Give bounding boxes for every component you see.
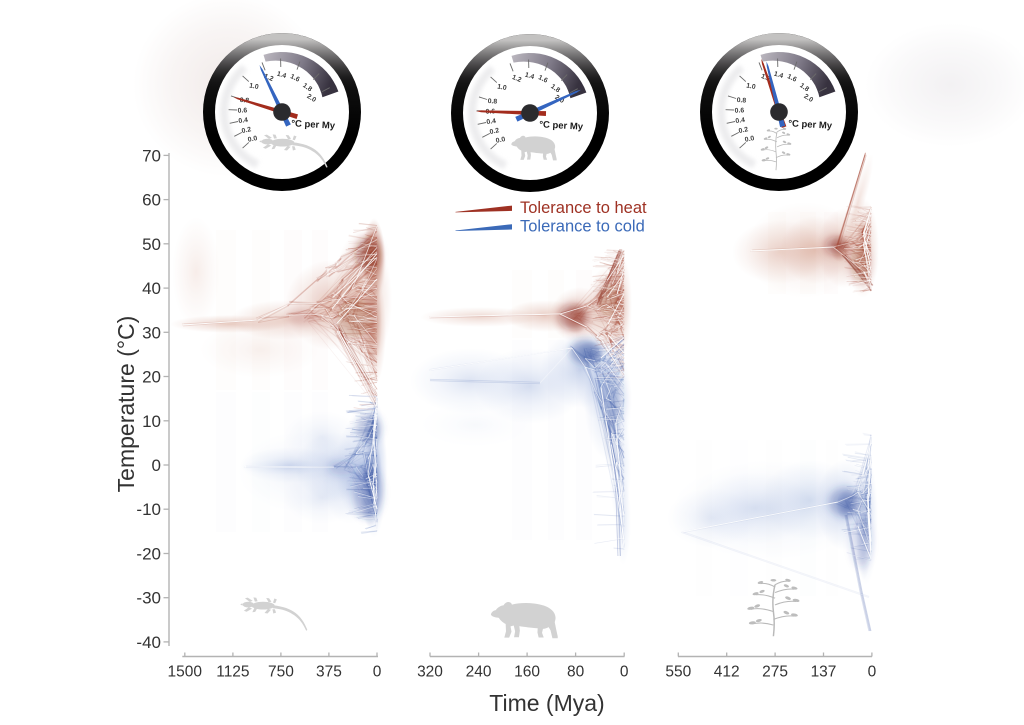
svg-text:1500: 1500 xyxy=(168,664,203,681)
svg-text:°C per My: °C per My xyxy=(539,119,584,132)
svg-text:-10: -10 xyxy=(136,500,161,519)
svg-text:0.4: 0.4 xyxy=(238,117,249,125)
svg-text:40: 40 xyxy=(142,279,161,298)
svg-text:-20: -20 xyxy=(136,545,161,564)
svg-text:-30: -30 xyxy=(136,589,161,608)
svg-text:-40: -40 xyxy=(136,633,161,652)
svg-text:0: 0 xyxy=(373,664,382,681)
svg-text:550: 550 xyxy=(665,664,691,681)
svg-text:°C per My: °C per My xyxy=(291,118,336,131)
svg-text:0.6: 0.6 xyxy=(735,107,745,114)
svg-text:50: 50 xyxy=(142,235,161,254)
svg-text:20: 20 xyxy=(142,368,161,387)
svg-text:0.8: 0.8 xyxy=(736,97,746,104)
svg-text:412: 412 xyxy=(714,664,740,681)
svg-text:10: 10 xyxy=(142,412,161,431)
svg-text:Tolerance to heat: Tolerance to heat xyxy=(520,199,647,217)
svg-text:0.8: 0.8 xyxy=(487,98,497,105)
svg-text:Time (Mya): Time (Mya) xyxy=(489,690,604,716)
svg-text:320: 320 xyxy=(417,664,443,681)
svg-text:275: 275 xyxy=(762,664,788,681)
svg-text:0: 0 xyxy=(152,456,161,475)
svg-text:0: 0 xyxy=(620,664,629,681)
svg-text:1125: 1125 xyxy=(216,664,249,681)
svg-text:0.4: 0.4 xyxy=(486,118,497,126)
svg-text:80: 80 xyxy=(567,664,585,681)
svg-text:137: 137 xyxy=(811,664,837,681)
svg-text:0: 0 xyxy=(868,664,877,681)
svg-text:30: 30 xyxy=(142,323,161,342)
svg-text:°C per My: °C per My xyxy=(788,118,833,131)
svg-text:160: 160 xyxy=(514,664,540,681)
svg-text:240: 240 xyxy=(466,664,492,681)
svg-text:70: 70 xyxy=(142,146,161,165)
svg-text:Temperature (°C): Temperature (°C) xyxy=(113,316,139,493)
svg-text:375: 375 xyxy=(316,664,342,681)
svg-text:0.4: 0.4 xyxy=(735,117,746,125)
svg-text:750: 750 xyxy=(268,664,294,681)
svg-text:0.6: 0.6 xyxy=(238,107,248,114)
svg-text:Tolerance to cold: Tolerance to cold xyxy=(520,218,645,236)
svg-text:60: 60 xyxy=(142,191,161,210)
